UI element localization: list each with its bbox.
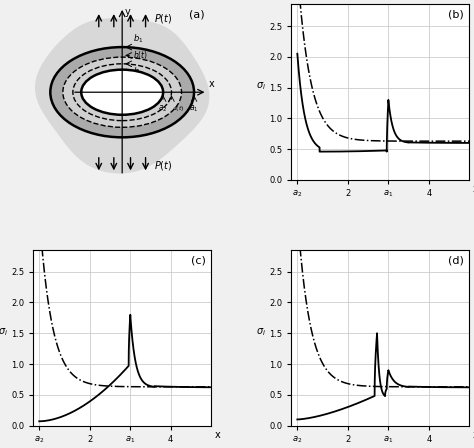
Text: x: x	[473, 184, 474, 194]
Ellipse shape	[81, 69, 163, 115]
Text: (b): (b)	[448, 10, 464, 20]
Text: $b_2$: $b_2$	[133, 65, 144, 78]
Text: (d): (d)	[448, 255, 464, 265]
Text: x: x	[473, 430, 474, 440]
Text: x: x	[215, 430, 220, 440]
Text: $a_2$: $a_2$	[158, 104, 168, 114]
Text: $a(t)$: $a(t)$	[173, 104, 185, 113]
Y-axis label: $\sigma_i$: $\sigma_i$	[256, 326, 266, 338]
Ellipse shape	[63, 57, 182, 127]
Y-axis label: $\sigma_i$: $\sigma_i$	[0, 326, 8, 338]
Text: (a): (a)	[189, 10, 205, 20]
Polygon shape	[36, 19, 209, 173]
Text: y: y	[125, 7, 130, 17]
Text: $P(t)$: $P(t)$	[154, 12, 173, 25]
Text: x: x	[208, 79, 214, 89]
Text: (c): (c)	[191, 255, 206, 265]
Ellipse shape	[50, 47, 194, 138]
Text: $P(t)$: $P(t)$	[154, 159, 173, 172]
Text: $a_1$: $a_1$	[189, 104, 199, 114]
Text: $b(t)$: $b(t)$	[133, 49, 148, 61]
Text: $b_1$: $b_1$	[133, 33, 144, 45]
Y-axis label: $\sigma_i$: $\sigma_i$	[256, 80, 266, 92]
